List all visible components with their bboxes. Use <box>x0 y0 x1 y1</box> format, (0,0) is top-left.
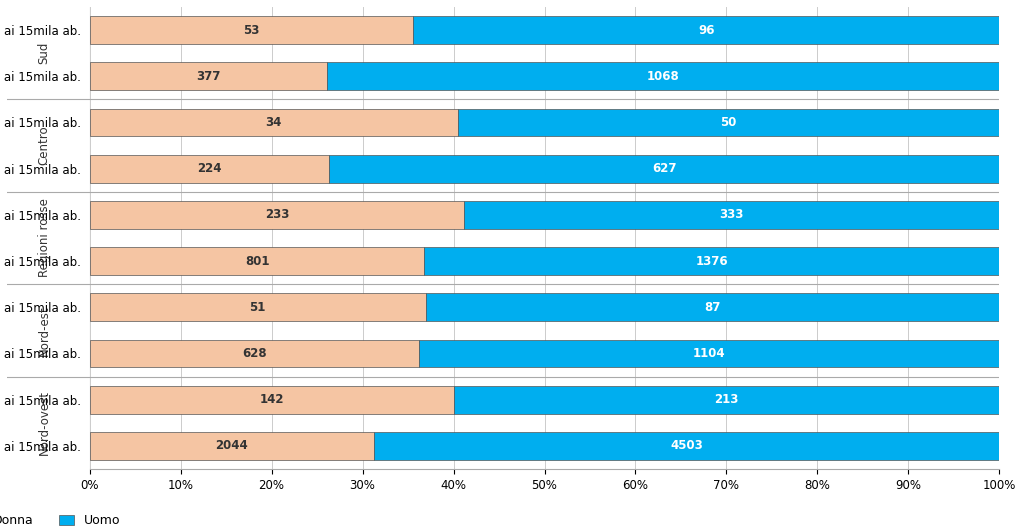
Text: Nord-est: Nord-est <box>38 305 51 356</box>
Text: 2044: 2044 <box>215 439 248 452</box>
Text: 627: 627 <box>652 162 676 175</box>
Text: Nord-ovest: Nord-ovest <box>38 390 51 455</box>
Bar <box>90 16 413 44</box>
Bar <box>425 247 999 275</box>
Text: 87: 87 <box>705 301 721 314</box>
Bar <box>419 340 999 367</box>
Text: 96: 96 <box>698 23 714 37</box>
Text: 224: 224 <box>197 162 222 175</box>
Text: 213: 213 <box>714 393 739 406</box>
Text: 50: 50 <box>720 116 737 129</box>
Text: 377: 377 <box>196 70 221 83</box>
Text: 1376: 1376 <box>696 254 728 268</box>
Bar <box>458 109 999 136</box>
Text: Regioni rosse: Regioni rosse <box>38 199 51 277</box>
Bar <box>90 432 373 460</box>
Text: 801: 801 <box>244 254 269 268</box>
Bar <box>90 155 329 183</box>
Text: 628: 628 <box>242 347 267 360</box>
Bar <box>327 62 999 90</box>
Text: 4503: 4503 <box>670 439 703 452</box>
Bar <box>453 386 999 414</box>
Bar <box>464 201 999 229</box>
Text: 233: 233 <box>265 208 290 221</box>
Bar <box>90 109 458 136</box>
Text: Centro: Centro <box>38 126 51 165</box>
Text: 51: 51 <box>250 301 266 314</box>
Bar <box>90 247 425 275</box>
Text: 333: 333 <box>719 208 744 221</box>
Bar <box>90 386 453 414</box>
Text: 53: 53 <box>243 23 260 37</box>
Text: Sud: Sud <box>38 42 51 64</box>
Bar <box>90 294 426 321</box>
Bar <box>413 16 999 44</box>
Text: 34: 34 <box>266 116 282 129</box>
Bar <box>90 201 464 229</box>
Text: 1104: 1104 <box>694 347 725 360</box>
Legend: Donna, Uomo: Donna, Uomo <box>0 509 125 531</box>
Text: 142: 142 <box>260 393 283 406</box>
Bar <box>426 294 999 321</box>
Bar <box>329 155 999 183</box>
Bar <box>373 432 999 460</box>
Bar <box>90 62 327 90</box>
Bar <box>90 340 419 367</box>
Text: 1068: 1068 <box>647 70 679 83</box>
